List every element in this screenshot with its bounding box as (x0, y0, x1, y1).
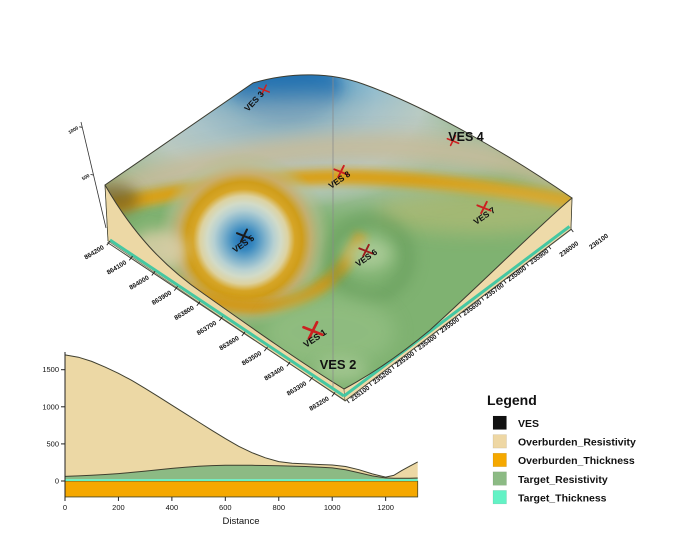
ves-marker-cross (258, 84, 270, 95)
chart-x-tick-label: 1000 (324, 503, 341, 512)
z-axis: 1000 500 (67, 121, 107, 229)
y-axis-tick (331, 392, 336, 397)
ves-marker-cross (358, 243, 374, 258)
x-axis-tick (525, 262, 529, 267)
y-axis-tick-label: 863700 (196, 320, 219, 337)
y-axis-tick-label: 863500 (241, 350, 264, 367)
area-target-resistivity (65, 465, 418, 480)
legend-item-label: VES (518, 418, 539, 430)
ves-marker-cross (302, 320, 324, 340)
legend-item: Target_Resistivity (492, 471, 608, 486)
cross-section-xaxis-label: Distance (223, 516, 260, 527)
legend-item-label: Target_Thickness (518, 492, 607, 504)
base-stripe-left (109, 238, 345, 398)
y-axis-tick-label: 863800 (173, 305, 196, 322)
y-axis-tick (106, 240, 111, 246)
legend-item-label: Overburden_Thickness (518, 455, 635, 467)
y-axis-tick (218, 316, 223, 322)
legend-item: VES (492, 415, 539, 430)
x-axis-tick (458, 314, 462, 318)
y-axis-tick (196, 301, 201, 307)
legend-item: Target_Thickness (492, 490, 607, 505)
y-axis-tick (241, 331, 246, 337)
x-axis-tick (548, 245, 552, 250)
legend-swatch (492, 452, 507, 467)
y-axis-tick (151, 270, 156, 276)
chart-x-tick-label: 200 (112, 503, 125, 512)
y-axis-tick-label: 863300 (286, 380, 309, 397)
legend-item: Overburden_Resistivity (492, 434, 636, 449)
x-axis-tick (391, 365, 395, 370)
chart-x-tick-label: 800 (273, 503, 286, 512)
z-axis-tick-label: 1000 (67, 125, 80, 136)
base-edge-left (107, 242, 346, 401)
x-axis-tick (413, 348, 417, 352)
ves-station: VES 4 (446, 130, 484, 147)
x-axis-tick (503, 280, 507, 284)
z-axis-tick (90, 174, 94, 176)
y-axis-tick-label: 863600 (218, 335, 241, 352)
y-axis-tick (308, 376, 313, 382)
ves-marker-cross (236, 228, 252, 243)
ves-station-label: VES 4 (448, 130, 483, 144)
curve-target-resistivity (64, 464, 418, 479)
chart-y-tick-label: 500 (46, 439, 59, 448)
ves-station: VES 2 (320, 357, 357, 372)
x-axis-tick-label: 236100 (588, 232, 610, 251)
x-axis-tick (481, 297, 485, 301)
legend-item: Overburden_Thickness (492, 452, 635, 467)
base-edge-right (344, 229, 572, 402)
ves-marker-cross (446, 135, 460, 147)
surface-outline (104, 74, 573, 390)
x-axis-tick (369, 382, 373, 387)
y-axis-tick-label: 864000 (128, 274, 151, 291)
surface-color-field (105, 74, 572, 389)
chart-x-tick-label: 1200 (377, 503, 394, 512)
curve-overburden-resistivity (64, 354, 418, 478)
y-axis-tick (128, 255, 133, 261)
chart-x-tick-label: 400 (166, 503, 179, 512)
x-axis-tick-label: 236000 (558, 240, 580, 259)
y-axis-tick-label: 863900 (151, 289, 174, 306)
y-axis-tick (173, 286, 178, 291)
chart-y-tick-label: 1000 (42, 402, 59, 411)
x-axis-tick (570, 228, 574, 233)
ves-station-label: VES 2 (320, 357, 357, 372)
east-corner-edge (570, 197, 573, 230)
ves-marker-cross (476, 200, 492, 215)
chart-x-tick-label: 0 (63, 503, 67, 512)
west-corner-edge (104, 184, 109, 242)
legend-swatch (492, 434, 507, 449)
y-axis-tick-label: 864200 (83, 244, 106, 261)
legend-item-label: Target_Resistivity (518, 474, 608, 486)
y-axis-tick-label: 863200 (308, 395, 331, 412)
area-overburden-resistivity (65, 354, 418, 479)
legend-swatch (492, 490, 507, 505)
chart-y-tick-label: 0 (55, 477, 59, 486)
legend-item-label: Overburden_Resistivity (518, 437, 636, 449)
legend-swatch (492, 415, 507, 430)
legend-items: VES Overburden_Resistivity Overburden_Thic… (492, 415, 636, 505)
y-axis-tick (263, 346, 268, 352)
chart-y-tick-label: 1500 (42, 365, 59, 374)
y-axis-tick (286, 361, 291, 367)
chart-x-tick-label: 600 (219, 503, 232, 512)
y-axis-tick-label: 863400 (263, 365, 286, 382)
legend-swatch (492, 471, 507, 486)
base-stripe-right (343, 225, 571, 398)
x-axis-tick (436, 331, 440, 335)
z-axis-tick (79, 126, 83, 128)
ves-marker-cross (333, 164, 349, 179)
cross-section-chart[interactable]: 0 500 1000 1500 0 200 400 600 800 1000 1200 (42, 352, 419, 512)
legend-title: Legend (487, 392, 537, 408)
z-axis-tick-label: 500 (81, 173, 91, 182)
x-axis-tick (346, 399, 350, 404)
legend[interactable]: Legend VES Overburden_Resistivity Overburd… (487, 392, 636, 504)
area-overburden-thickness (64, 480, 419, 498)
y-axis-tick-label: 864100 (106, 259, 129, 276)
area-target-thickness (65, 479, 418, 481)
